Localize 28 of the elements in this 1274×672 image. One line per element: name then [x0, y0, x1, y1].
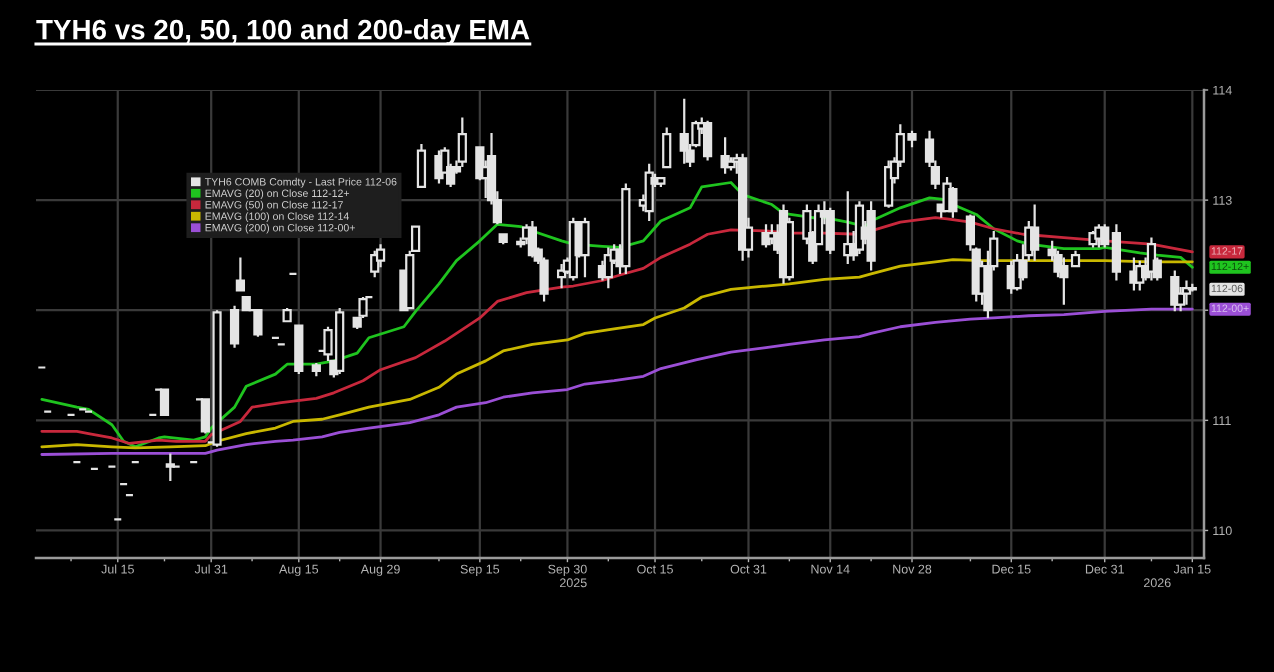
candlestick [159, 388, 170, 416]
candlestick [1030, 203, 1040, 262]
candlestick [311, 361, 321, 378]
candlestick [165, 452, 175, 483]
candlestick [720, 136, 730, 175]
candlestick [457, 116, 467, 169]
candlestick [662, 126, 672, 169]
candlestick [235, 256, 246, 292]
candlestick [948, 185, 958, 219]
candlestick [282, 306, 292, 323]
candlestick [843, 190, 853, 266]
chart-title: TYH6 vs 20, 50, 100 and 200-day EMA [36, 19, 530, 45]
candlestick [1146, 236, 1157, 282]
candlestick [416, 142, 427, 189]
candlestick [370, 249, 380, 279]
line-series [40, 258, 1194, 450]
candlestick [644, 162, 654, 223]
candlestick [761, 223, 771, 249]
candlestick [375, 243, 386, 269]
candlestick [253, 309, 263, 338]
candlestick [580, 216, 590, 279]
candlestick [656, 175, 666, 189]
line-series [40, 307, 1194, 456]
candlestick [621, 182, 631, 276]
candlestick [294, 324, 304, 376]
candlestick [603, 246, 613, 290]
candlestick [884, 159, 894, 209]
candlestick [498, 233, 508, 246]
